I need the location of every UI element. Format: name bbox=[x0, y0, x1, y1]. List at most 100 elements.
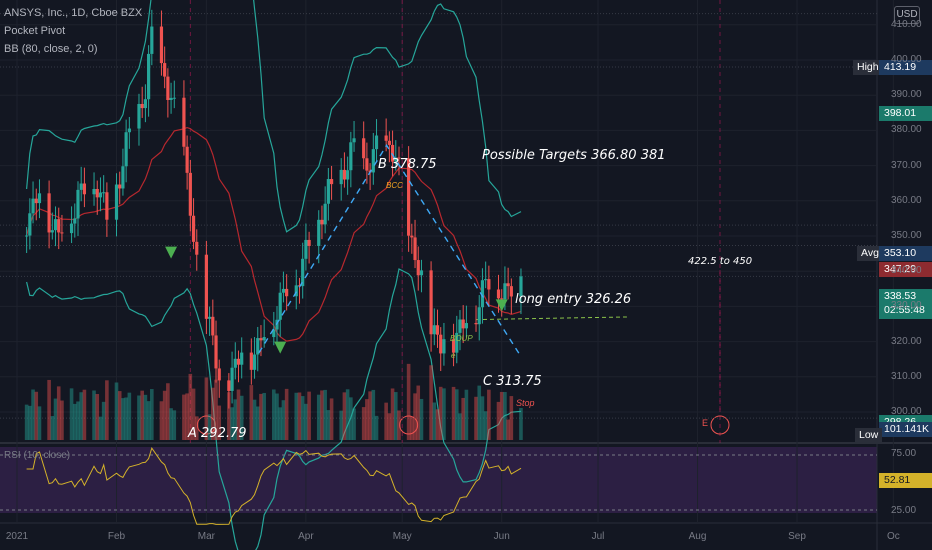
volume-bar bbox=[384, 402, 388, 440]
volume-bar bbox=[204, 377, 209, 440]
annotation-c: C 313.75 bbox=[483, 374, 542, 389]
volume-bar bbox=[34, 391, 39, 440]
pivot-marker bbox=[165, 246, 178, 259]
indicator-bollinger[interactable]: BB (80, close, 2, 0) bbox=[4, 43, 98, 55]
candle-body bbox=[346, 170, 350, 180]
candle-body bbox=[281, 288, 286, 293]
candle-body bbox=[163, 63, 167, 77]
candle-body bbox=[147, 53, 151, 100]
candle-body bbox=[105, 192, 109, 220]
volume-bar bbox=[143, 394, 148, 440]
volume-bar bbox=[365, 399, 369, 440]
candle-body bbox=[195, 241, 199, 255]
volume-bar bbox=[191, 388, 196, 440]
volume-bar bbox=[297, 392, 302, 440]
candle-body bbox=[365, 158, 369, 171]
rsi-background bbox=[0, 447, 877, 513]
volume-bar bbox=[146, 401, 151, 440]
rsi-line bbox=[26, 446, 522, 525]
volume-bar bbox=[47, 379, 51, 440]
candle-body bbox=[92, 188, 96, 195]
candle-body bbox=[217, 368, 221, 381]
volume-bar bbox=[397, 410, 401, 440]
volume-bar bbox=[79, 392, 83, 440]
bb-upper-band bbox=[26, 0, 522, 233]
volume-bar bbox=[316, 394, 321, 440]
candle-body bbox=[259, 338, 263, 341]
candle-body bbox=[384, 135, 388, 141]
candle-body bbox=[394, 157, 398, 162]
candle-body bbox=[98, 192, 103, 198]
symbol-title[interactable]: ANSYS, Inc., 1D, Cboe BZX bbox=[4, 7, 143, 19]
volume-bar bbox=[349, 397, 353, 440]
candle-body bbox=[506, 283, 510, 287]
candle-body bbox=[474, 323, 478, 325]
candle-body bbox=[285, 288, 289, 297]
volume-bar bbox=[150, 389, 154, 440]
candle-body bbox=[503, 283, 507, 300]
candle-body bbox=[342, 169, 347, 180]
volume-bar bbox=[249, 385, 254, 440]
y-tick-label: 400.00 bbox=[891, 54, 922, 65]
annotation-b: B 378.75 bbox=[378, 157, 437, 172]
indicator-pocket-pivot[interactable]: Pocket Pivot bbox=[4, 25, 66, 37]
volume-bar bbox=[406, 363, 411, 440]
candle-body bbox=[73, 218, 77, 224]
volume-bar bbox=[194, 416, 199, 440]
volume-bar bbox=[236, 389, 241, 440]
e-tag: e bbox=[451, 351, 456, 360]
volume-bar bbox=[368, 391, 372, 440]
rsi-legend[interactable]: RSI (10, close) bbox=[4, 450, 71, 461]
volume-bar bbox=[480, 396, 485, 440]
volume-bar bbox=[28, 405, 32, 440]
candle-body bbox=[407, 158, 411, 236]
volume-bar bbox=[53, 398, 58, 440]
earnings-marker-label[interactable]: E bbox=[702, 418, 709, 428]
annotation-long-entry: long entry 326.26 bbox=[515, 292, 632, 307]
volume-bar bbox=[31, 389, 35, 440]
candle-body bbox=[262, 337, 266, 341]
candle-body bbox=[435, 325, 440, 335]
candle-body bbox=[69, 223, 74, 234]
candle-body bbox=[37, 193, 42, 204]
volume-bar bbox=[352, 408, 356, 440]
candle-body bbox=[307, 239, 311, 246]
annotation-targets: Possible Targets 366.80 381 bbox=[482, 148, 666, 163]
volume-bar bbox=[487, 389, 491, 440]
volume-bar bbox=[76, 401, 80, 440]
volume-bar bbox=[442, 388, 446, 440]
volume-bar bbox=[172, 410, 177, 440]
candle-body bbox=[57, 219, 61, 233]
volume-bar bbox=[211, 387, 215, 440]
volume-bar bbox=[117, 391, 122, 440]
candle-body bbox=[294, 285, 298, 297]
candle-body bbox=[252, 354, 257, 370]
candle-body bbox=[137, 103, 141, 129]
candle-body bbox=[211, 316, 215, 336]
x-tick-label: 2021 bbox=[5, 531, 29, 542]
volume-bar bbox=[252, 399, 257, 440]
candle-body bbox=[416, 260, 420, 276]
x-tick-label: Mar bbox=[197, 531, 215, 542]
candle-body bbox=[464, 323, 468, 329]
candle-body bbox=[442, 339, 446, 354]
candle-body bbox=[500, 298, 504, 300]
x-tick-label: Oc bbox=[886, 531, 900, 542]
candle-body bbox=[484, 279, 488, 281]
x-tick-label: Sep bbox=[788, 531, 806, 542]
candle-body bbox=[140, 103, 144, 109]
candle-body bbox=[102, 192, 106, 194]
volume-bar bbox=[464, 389, 469, 440]
volume-bar bbox=[371, 389, 376, 440]
volume-bar bbox=[294, 392, 299, 440]
volume-bar bbox=[188, 373, 193, 440]
candle-body bbox=[50, 230, 54, 233]
candle-body bbox=[121, 166, 125, 189]
candle-body bbox=[349, 142, 353, 171]
currency-badge[interactable]: USD bbox=[894, 6, 920, 24]
candle-body bbox=[477, 307, 481, 325]
volume-bar bbox=[519, 407, 523, 440]
volume-bar bbox=[506, 419, 510, 440]
volume-bar bbox=[345, 389, 350, 440]
